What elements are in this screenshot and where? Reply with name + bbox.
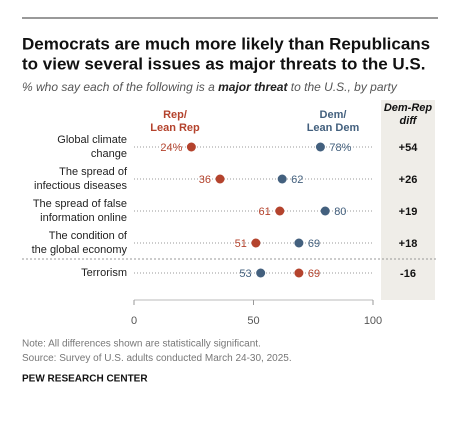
value-label: 53 (239, 268, 251, 280)
diff-header: Dem-Rep (384, 102, 433, 114)
value-label: 69 (308, 238, 320, 250)
value-label: 24% (160, 142, 182, 154)
legend-label: Lean Rep (150, 122, 200, 134)
source-text: Survey of U.S. adults conducted March 24… (59, 353, 291, 364)
subtitle-part: to the U.S., by party (287, 80, 397, 94)
category-label: change (91, 148, 127, 160)
credit: PEW RESEARCH CENTER (22, 374, 148, 385)
diff-value: +18 (399, 238, 418, 250)
legend-label: Rep/ (163, 109, 187, 121)
category-label: information online (40, 212, 127, 224)
value-label: 62 (291, 174, 303, 186)
diff-value: +19 (399, 206, 418, 218)
note: Note: All differences shown are statisti… (22, 339, 261, 350)
category-label: Terrorism (81, 267, 127, 279)
dot (251, 238, 261, 248)
x-tick-label: 100 (364, 315, 382, 327)
dot (277, 174, 287, 184)
value-label: 78% (329, 142, 351, 154)
dot (294, 268, 304, 278)
category-label: Global climate (57, 134, 127, 146)
category-label: The spread of false (33, 198, 127, 210)
legend-label: Lean Dem (307, 122, 360, 134)
category-label: infectious diseases (34, 180, 127, 192)
x-tick-label: 0 (131, 315, 137, 327)
value-label: 61 (259, 206, 271, 218)
dot (186, 142, 196, 152)
subtitle-part: % who say each of the following is a (22, 80, 218, 94)
value-label: 80 (334, 206, 346, 218)
subtitle: % who say each of the following is a maj… (22, 80, 398, 94)
diff-value: -16 (400, 268, 416, 280)
source-prefix: Source: (22, 353, 59, 364)
diff-column (381, 100, 435, 300)
dot (294, 238, 304, 248)
subtitle-part: major threat (218, 80, 288, 94)
dot (275, 206, 285, 216)
value-label: 36 (199, 174, 211, 186)
diff-header: diff (400, 115, 418, 127)
value-label: 69 (308, 268, 320, 280)
chart-title: to view several issues as major threats … (22, 54, 425, 73)
category-label: The condition of (49, 230, 128, 242)
dot (320, 206, 330, 216)
diff-value: +54 (399, 142, 419, 154)
x-tick-label: 50 (247, 315, 259, 327)
category-label: the global economy (32, 244, 128, 256)
dot (215, 174, 225, 184)
dot (256, 268, 266, 278)
chart-title: Democrats are much more likely than Repu… (22, 34, 430, 53)
value-label: 51 (235, 238, 247, 250)
category-label: The spread of (59, 166, 128, 178)
diff-value: +26 (399, 174, 418, 186)
dot (315, 142, 325, 152)
source: Source: Survey of U.S. adults conducted … (22, 353, 292, 364)
legend-label: Dem/ (320, 109, 347, 121)
